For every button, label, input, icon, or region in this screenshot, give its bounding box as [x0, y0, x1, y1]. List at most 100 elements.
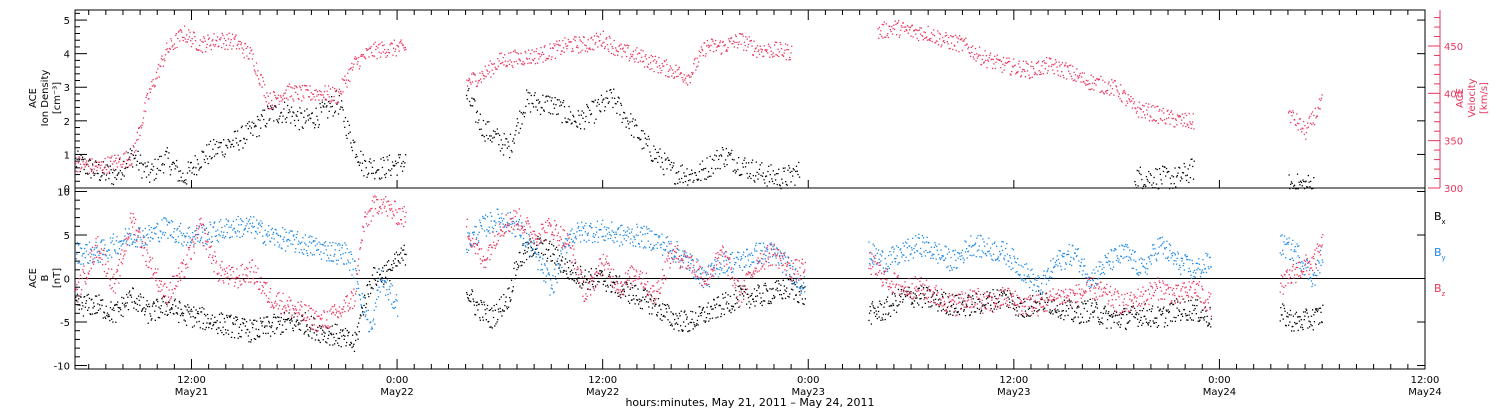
- data-point: [634, 119, 636, 121]
- data-point: [365, 167, 367, 169]
- data-point: [723, 308, 725, 310]
- data-point: [347, 72, 349, 74]
- data-point: [715, 39, 717, 42]
- data-point: [1087, 80, 1089, 82]
- data-point: [756, 171, 758, 173]
- data-point: [1069, 73, 1071, 75]
- data-point: [524, 252, 526, 254]
- axis-label-line: ACE: [28, 88, 39, 108]
- data-point: [1041, 61, 1044, 63]
- data-point: [991, 310, 994, 312]
- data-point: [891, 305, 893, 307]
- data-point: [279, 100, 281, 102]
- data-point: [267, 106, 269, 108]
- data-point: [401, 44, 404, 46]
- data-point: [470, 105, 472, 107]
- data-point: [153, 86, 156, 88]
- data-point: [1108, 81, 1110, 83]
- data-point: [493, 304, 495, 307]
- data-point: [1020, 75, 1022, 77]
- data-point: [1157, 122, 1159, 124]
- data-point: [724, 296, 726, 299]
- data-point: [1007, 296, 1009, 298]
- data-point: [96, 312, 98, 314]
- data-point: [1097, 316, 1099, 319]
- data-point: [93, 305, 95, 307]
- data-point: [178, 321, 180, 324]
- data-point: [1000, 291, 1003, 293]
- data-point: [709, 155, 711, 158]
- data-point: [346, 86, 348, 88]
- data-point: [874, 307, 876, 310]
- data-point: [198, 169, 200, 171]
- data-point: [214, 45, 216, 47]
- data-point: [618, 275, 621, 277]
- data-point: [646, 290, 648, 292]
- data-point: [125, 305, 127, 307]
- data-point: [924, 31, 926, 34]
- data-point: [1307, 174, 1309, 177]
- data-point: [605, 285, 607, 287]
- data-point: [371, 172, 373, 175]
- data-point: [468, 299, 470, 302]
- data-point: [164, 231, 167, 234]
- data-point: [242, 221, 244, 223]
- data-point: [1318, 307, 1320, 309]
- data-point: [694, 172, 697, 174]
- data-point: [250, 50, 252, 52]
- data-point: [267, 231, 269, 233]
- data-point: [651, 68, 653, 70]
- data-point: [909, 292, 911, 294]
- data-point: [330, 106, 332, 108]
- data-point: [611, 97, 613, 99]
- data-point: [362, 312, 364, 314]
- data-point: [121, 296, 123, 299]
- data-point: [1069, 304, 1072, 306]
- data-point: [250, 339, 252, 341]
- data-point: [1305, 180, 1307, 182]
- data-point: [470, 293, 472, 295]
- data-point: [612, 53, 615, 55]
- data-point: [297, 98, 299, 100]
- data-point: [1179, 115, 1181, 117]
- data-point: [554, 262, 556, 264]
- data-point: [654, 305, 656, 307]
- data-point: [325, 241, 327, 243]
- data-point: [934, 42, 936, 44]
- data-point: [643, 147, 645, 149]
- data-point: [792, 168, 794, 170]
- data-point: [1046, 72, 1048, 74]
- data-point: [727, 155, 729, 157]
- data-point: [676, 76, 678, 78]
- data-point: [290, 106, 293, 108]
- data-point: [633, 58, 635, 60]
- data-point: [101, 161, 103, 163]
- data-point: [802, 303, 804, 305]
- data-point: [312, 122, 314, 124]
- data-point: [240, 126, 243, 129]
- data-point: [927, 287, 929, 289]
- data-point: [675, 64, 677, 66]
- data-point: [1100, 90, 1103, 93]
- data-point: [679, 73, 681, 75]
- data-point: [651, 160, 653, 162]
- data-point: [233, 337, 236, 339]
- data-point: [1115, 314, 1117, 316]
- data-point: [182, 181, 185, 183]
- data-point: [684, 77, 687, 79]
- data-point: [342, 253, 344, 255]
- data-point: [1105, 310, 1107, 312]
- data-point: [701, 160, 704, 162]
- data-point: [309, 330, 311, 332]
- data-point: [999, 294, 1001, 296]
- data-point: [656, 315, 658, 317]
- data-point: [1134, 317, 1136, 319]
- data-point: [232, 322, 234, 324]
- data-point: [188, 166, 190, 169]
- data-point: [319, 341, 321, 344]
- data-point: [142, 296, 145, 299]
- data-point: [1300, 180, 1302, 182]
- data-point: [1155, 321, 1157, 324]
- data-point: [549, 43, 551, 45]
- data-point: [762, 292, 764, 294]
